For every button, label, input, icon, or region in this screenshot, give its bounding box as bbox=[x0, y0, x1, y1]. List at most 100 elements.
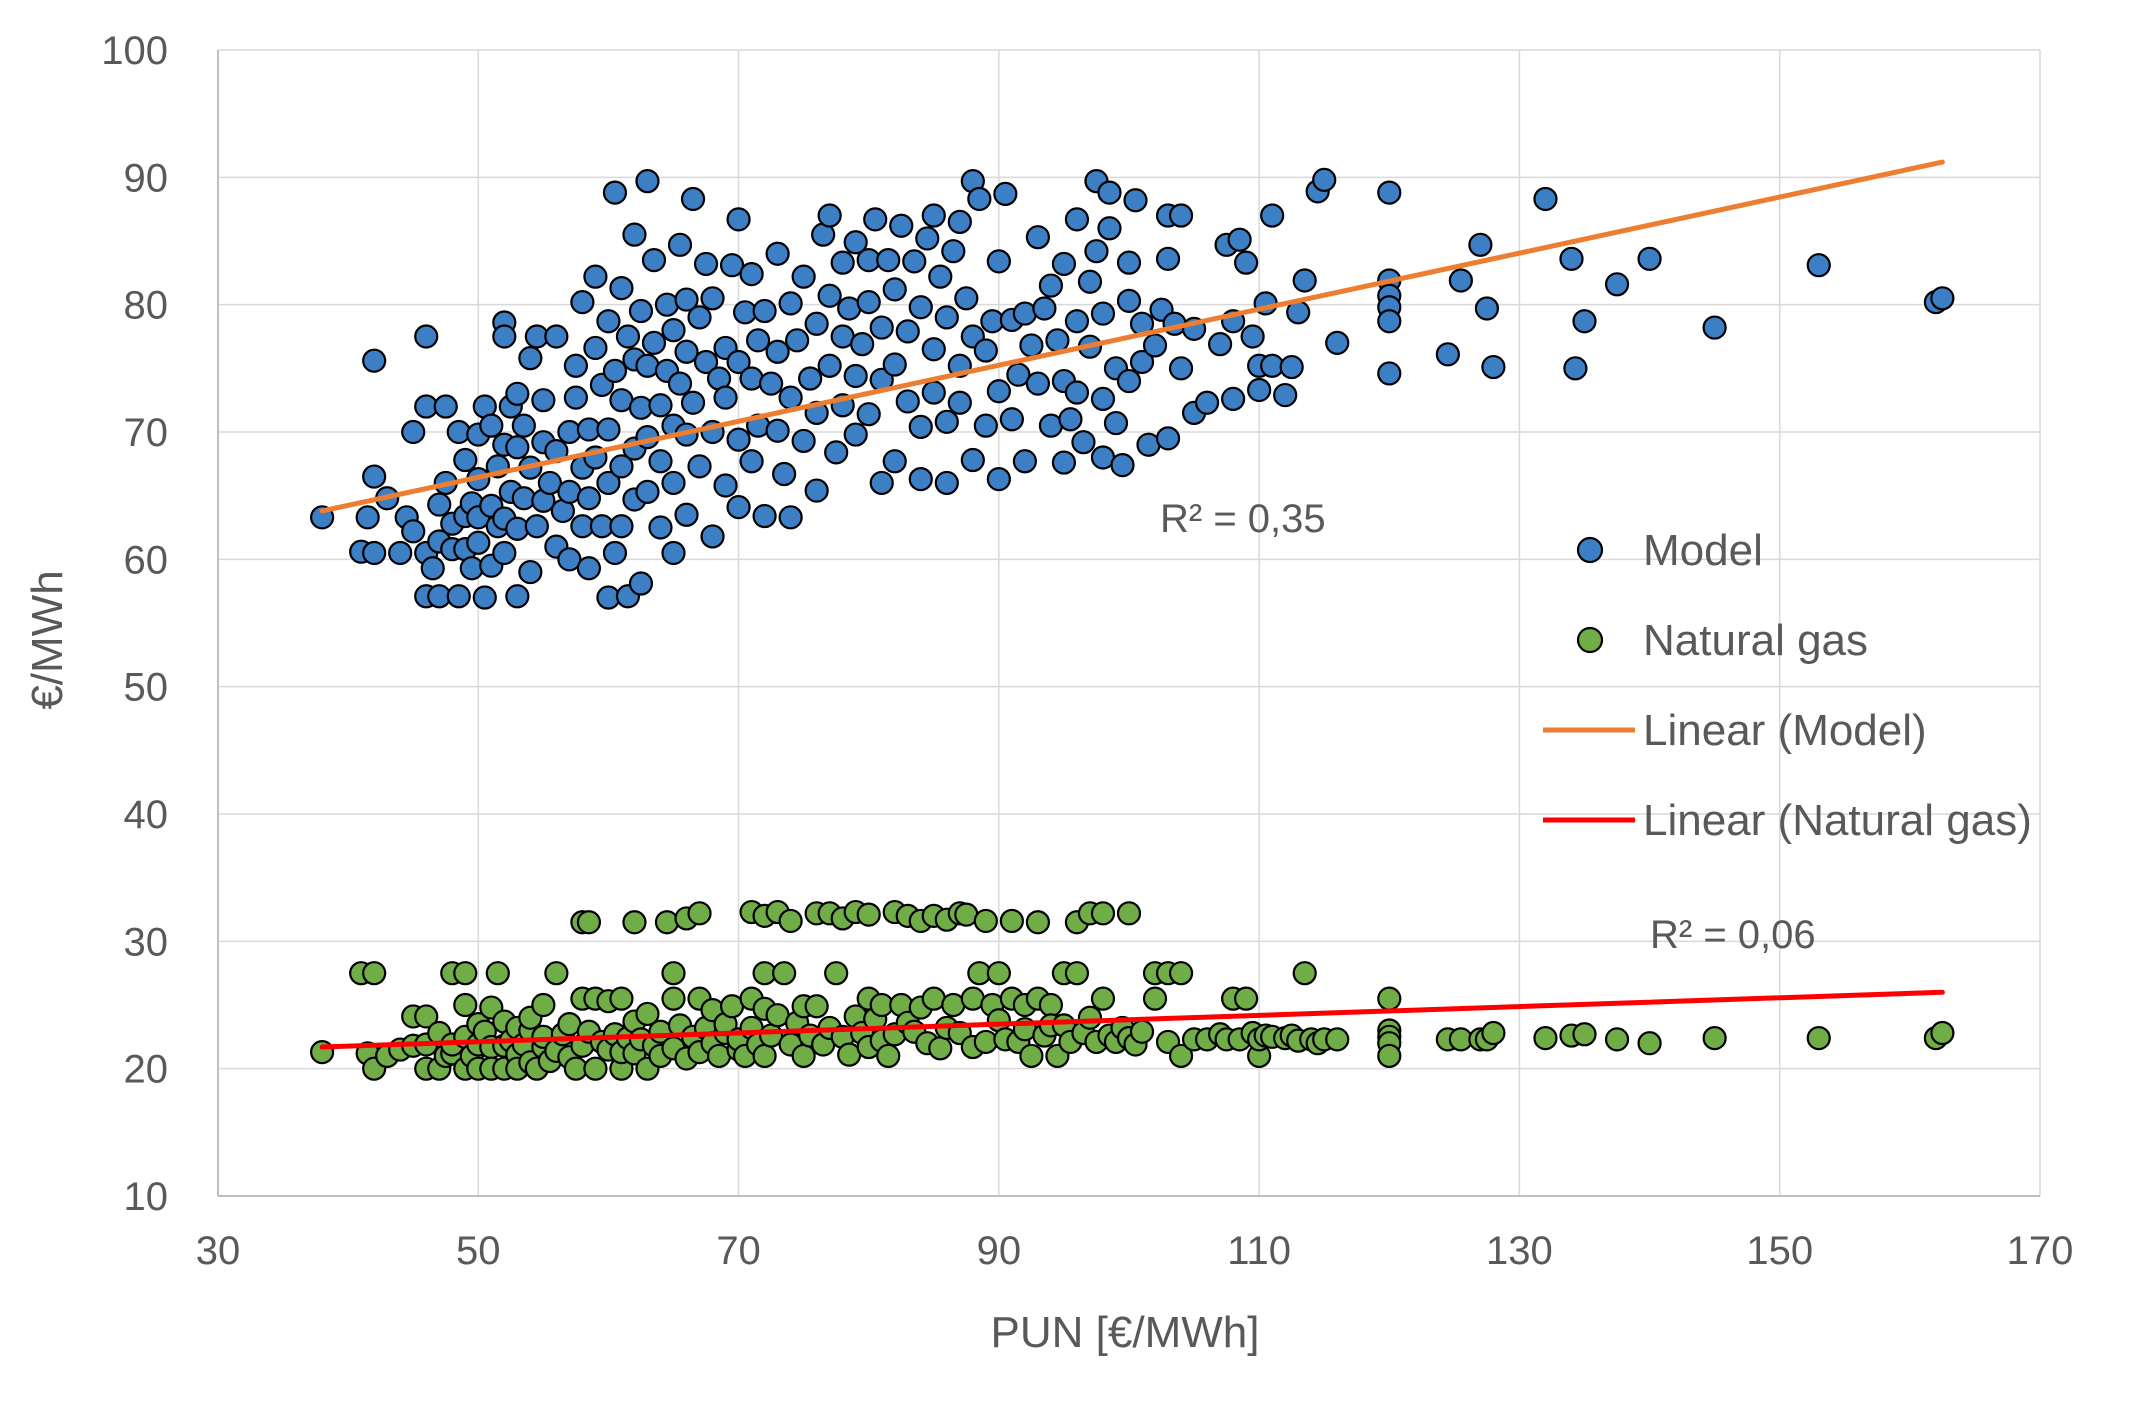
trendline-natural-gas bbox=[319, 989, 1945, 1050]
data-point bbox=[772, 461, 797, 487]
data-point bbox=[1110, 453, 1135, 478]
data-point bbox=[680, 186, 706, 212]
data-point bbox=[804, 478, 829, 503]
data-point bbox=[622, 222, 647, 247]
data-point bbox=[863, 207, 888, 232]
data-point bbox=[1025, 910, 1051, 935]
data-point bbox=[693, 251, 719, 277]
data-point bbox=[817, 283, 842, 308]
data-point bbox=[882, 352, 907, 377]
data-point bbox=[986, 467, 1011, 492]
data-point bbox=[960, 447, 985, 473]
data-point bbox=[902, 249, 927, 274]
data-point bbox=[1260, 203, 1285, 228]
data-point bbox=[1071, 430, 1096, 455]
data-point bbox=[791, 428, 816, 454]
data-point bbox=[726, 349, 751, 375]
data-point bbox=[1930, 286, 1955, 311]
data-point bbox=[1468, 232, 1493, 257]
axes bbox=[217, 50, 2040, 1197]
data-point bbox=[466, 530, 491, 555]
data-point bbox=[1377, 309, 1402, 334]
data-point bbox=[622, 910, 647, 935]
data-point bbox=[1051, 251, 1077, 277]
data-point bbox=[759, 371, 784, 396]
data-point bbox=[1097, 216, 1122, 241]
data-point bbox=[1572, 309, 1597, 334]
data-point bbox=[947, 209, 972, 234]
data-point bbox=[544, 324, 569, 349]
y-tick-label: 100 bbox=[101, 29, 168, 73]
data-point bbox=[1806, 253, 1831, 278]
data-point bbox=[1032, 296, 1057, 321]
data-point bbox=[420, 556, 445, 581]
data-point bbox=[999, 908, 1024, 934]
data-point bbox=[856, 402, 881, 427]
data-point bbox=[635, 479, 660, 504]
data-point bbox=[1273, 382, 1298, 408]
data-point bbox=[628, 571, 654, 596]
data-point bbox=[739, 366, 764, 391]
data-point bbox=[667, 232, 693, 257]
data-point bbox=[1077, 1005, 1103, 1030]
x-tick-label: 130 bbox=[1486, 1229, 1553, 1273]
data-point bbox=[628, 298, 654, 324]
data-point bbox=[921, 203, 946, 228]
data-point bbox=[492, 540, 517, 566]
data-point bbox=[1025, 225, 1051, 250]
data-point bbox=[843, 422, 868, 447]
data-point bbox=[1077, 269, 1103, 294]
data-point bbox=[934, 305, 959, 330]
data-point bbox=[1481, 354, 1506, 380]
data-point bbox=[524, 514, 549, 539]
data-point bbox=[609, 276, 634, 301]
data-point bbox=[1038, 992, 1064, 1018]
data-point bbox=[635, 1001, 660, 1027]
trendline-layer bbox=[319, 159, 1945, 1050]
data-point bbox=[785, 328, 810, 353]
data-point bbox=[1012, 449, 1037, 474]
data-point bbox=[511, 413, 536, 438]
data-point bbox=[752, 1043, 777, 1069]
data-point bbox=[648, 449, 673, 474]
data-point bbox=[778, 291, 803, 316]
data-point bbox=[1090, 901, 1116, 926]
data-point bbox=[654, 292, 680, 317]
data-point bbox=[895, 319, 920, 344]
r2-label-model: R² = 0,35 bbox=[1160, 497, 1326, 541]
data-point bbox=[1168, 356, 1194, 381]
data-point bbox=[934, 470, 959, 496]
data-point bbox=[1637, 246, 1662, 271]
data-point bbox=[921, 380, 946, 405]
x-tick-label: 30 bbox=[196, 1229, 241, 1273]
y-tick-label: 40 bbox=[124, 793, 169, 837]
data-point bbox=[765, 339, 790, 364]
data-point bbox=[1155, 426, 1181, 451]
data-point bbox=[967, 186, 992, 212]
data-point bbox=[1019, 333, 1044, 358]
data-point bbox=[602, 540, 628, 566]
data-point bbox=[635, 353, 660, 378]
data-point bbox=[986, 379, 1011, 404]
data-point bbox=[433, 394, 458, 419]
y-tick-label: 80 bbox=[124, 284, 169, 328]
data-point bbox=[791, 264, 816, 289]
legend-label-natural-gas: Natural gas bbox=[1643, 616, 1868, 665]
data-point bbox=[362, 540, 387, 566]
data-point bbox=[921, 337, 946, 362]
data-point bbox=[1006, 362, 1031, 387]
data-point bbox=[1123, 188, 1148, 213]
data-point bbox=[596, 470, 621, 496]
legend-label-linear-model: Linear (Model) bbox=[1643, 706, 1927, 755]
data-point bbox=[1116, 368, 1142, 394]
series-model bbox=[310, 167, 1955, 610]
data-point bbox=[824, 440, 849, 465]
data-point bbox=[1019, 1043, 1044, 1069]
data-point bbox=[1058, 407, 1083, 432]
data-point bbox=[993, 181, 1018, 206]
data-point bbox=[804, 994, 829, 1019]
data-point bbox=[1240, 324, 1265, 349]
data-point bbox=[999, 407, 1024, 432]
data-point bbox=[1702, 315, 1727, 340]
data-point bbox=[700, 524, 725, 549]
